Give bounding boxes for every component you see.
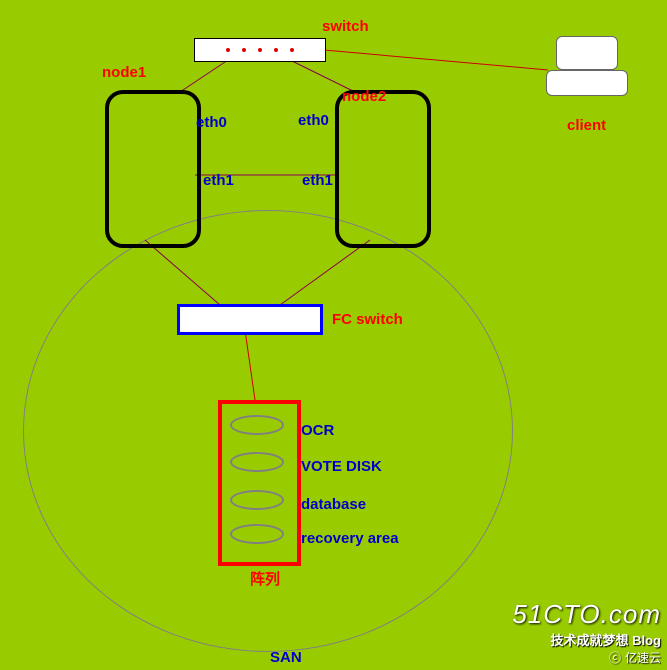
ocr-label: OCR bbox=[301, 422, 334, 439]
client-box bbox=[546, 36, 626, 96]
san-label: SAN bbox=[270, 649, 302, 666]
client-base bbox=[546, 70, 628, 96]
eth1-right-label: eth1 bbox=[302, 172, 333, 189]
watermark-sub: 技术成就梦想 Blog bbox=[512, 630, 661, 649]
eth0-right-label: eth0 bbox=[298, 112, 329, 129]
disk-ellipse-3 bbox=[230, 524, 284, 544]
node1-box bbox=[105, 90, 201, 248]
fc-switch-box bbox=[177, 304, 323, 335]
node1-label: node1 bbox=[102, 64, 146, 81]
disk-ellipse-1 bbox=[230, 452, 284, 472]
watermark-main: 51CTO.com bbox=[512, 599, 661, 630]
client-monitor bbox=[556, 36, 618, 70]
recovery-area-label: recovery area bbox=[301, 530, 399, 547]
cloud-icon: ⓒ bbox=[609, 649, 621, 666]
array-label: 阵列 bbox=[250, 568, 280, 589]
switch-box bbox=[194, 38, 326, 62]
fc-switch-label: FC switch bbox=[332, 311, 403, 328]
node2-label: node2 bbox=[342, 88, 386, 105]
watermark: 51CTO.com 技术成就梦想 Blog ⓒ亿速云 bbox=[512, 599, 661, 666]
client-label: client bbox=[567, 117, 606, 134]
switch-label: switch bbox=[322, 18, 369, 35]
node2-box bbox=[335, 90, 431, 248]
disk-ellipse-2 bbox=[230, 490, 284, 510]
database-label: database bbox=[301, 496, 366, 513]
disk-ellipse-0 bbox=[230, 415, 284, 435]
eth0-left-label: eth0 bbox=[196, 114, 227, 131]
watermark-tag: ⓒ亿速云 bbox=[512, 649, 661, 666]
vote-disk-label: VOTE DISK bbox=[301, 458, 382, 475]
eth1-left-label: eth1 bbox=[203, 172, 234, 189]
